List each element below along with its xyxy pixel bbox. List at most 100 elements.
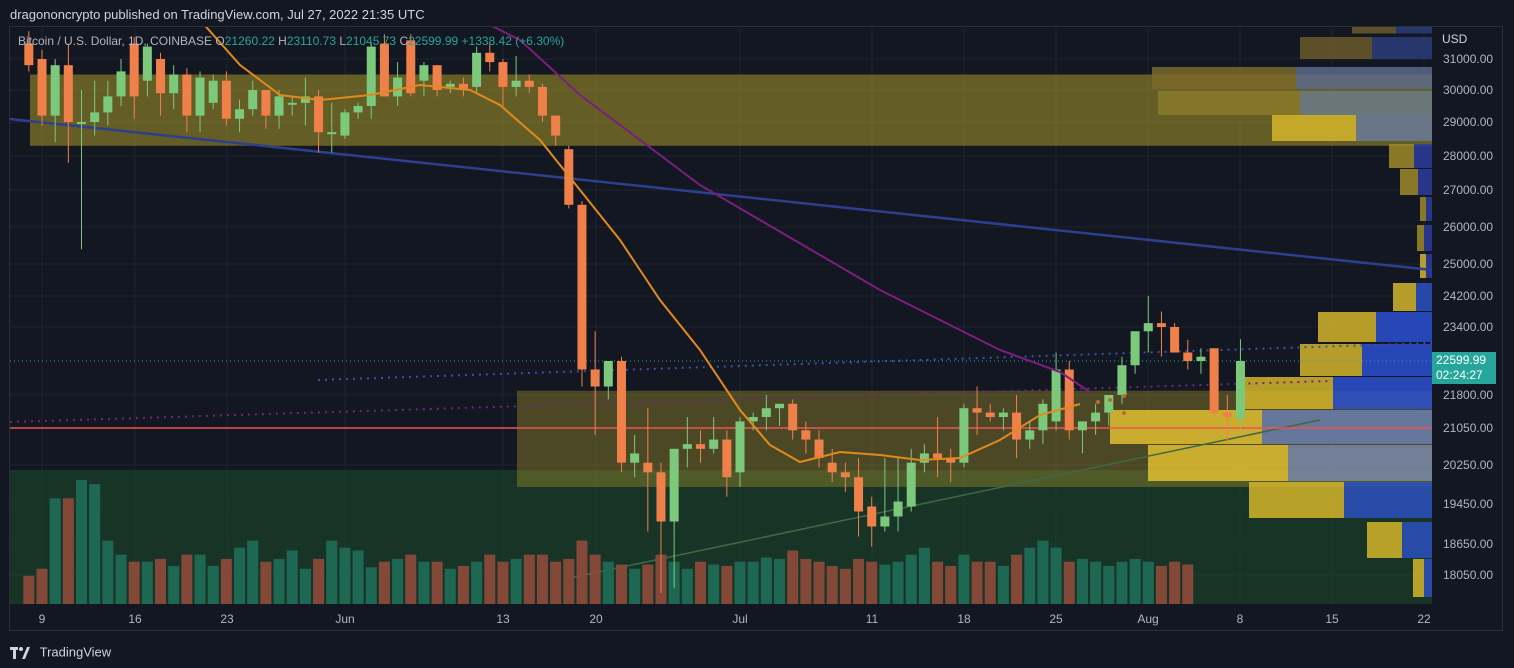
- volume-bar: [339, 547, 351, 604]
- candle-body: [1196, 356, 1206, 361]
- candle-body: [669, 448, 679, 522]
- volume-profile-bar: [1318, 312, 1376, 342]
- volume-bar: [839, 568, 851, 604]
- volume-bar: [563, 558, 575, 604]
- candle-body: [300, 96, 310, 103]
- volume-bar: [273, 558, 285, 604]
- candle-body: [340, 112, 350, 136]
- volume-bar: [168, 565, 180, 604]
- candle-body: [972, 408, 982, 413]
- x-tick-label: 11: [866, 612, 879, 626]
- volume-profile-bar: [1367, 522, 1402, 558]
- volume-profile-bar: [1272, 115, 1356, 141]
- volume-bar: [1142, 561, 1154, 604]
- volume-profile-bar: [1296, 67, 1432, 89]
- y-tick-label: 28000.00: [1443, 149, 1493, 163]
- close-value: 22599.99: [408, 34, 459, 48]
- volume-bar: [431, 561, 443, 604]
- volume-bar: [826, 565, 838, 604]
- candle-body: [129, 43, 139, 97]
- candle-body: [1077, 421, 1087, 431]
- candle-body: [748, 417, 758, 422]
- x-tick-label: 25: [1049, 612, 1063, 626]
- volume-bar: [932, 561, 944, 604]
- volume-profile-bar: [1424, 225, 1432, 251]
- ma-projection-dot: [1096, 400, 1100, 404]
- dotted-line-purple: [10, 380, 1331, 423]
- volume-bar: [945, 565, 957, 604]
- candle-body: [169, 74, 179, 94]
- trendline-green: [569, 419, 1321, 579]
- x-tick-label: 16: [128, 612, 142, 626]
- volume-bar: [721, 565, 733, 604]
- candle-body: [1091, 412, 1101, 422]
- candle-body: [353, 106, 363, 113]
- volume-profile-bar: [1333, 377, 1432, 409]
- candle-body: [50, 65, 60, 116]
- tradingview-footer[interactable]: TradingView: [10, 643, 111, 661]
- candle-body: [682, 444, 692, 449]
- candle-body: [221, 80, 231, 119]
- volume-bar: [747, 561, 759, 604]
- candle-body: [814, 439, 824, 459]
- volume-profile-bar: [1393, 283, 1416, 311]
- volume-bar: [1169, 561, 1181, 604]
- volume-bar: [892, 561, 904, 604]
- candle-body: [511, 80, 521, 87]
- volume-profile-bar: [1400, 169, 1418, 195]
- volume-bar: [536, 554, 548, 604]
- volume-bar: [155, 558, 167, 604]
- volume-profile-bar: [1356, 115, 1432, 141]
- candle-body: [998, 412, 1008, 417]
- currency-label: USD: [1442, 32, 1468, 46]
- publisher-header: dragononcrypto published on TradingView.…: [10, 7, 425, 22]
- volume-bar: [62, 498, 74, 604]
- volume-bar: [1182, 564, 1194, 604]
- x-tick-label: 15: [1325, 612, 1339, 626]
- x-tick-label: Aug: [1137, 612, 1158, 626]
- candle-body: [1064, 369, 1074, 431]
- volume-bar: [1155, 565, 1167, 604]
- last-price-badge: 22599.99 02:24:27: [1432, 352, 1496, 384]
- volume-bar: [365, 567, 377, 604]
- volume-bar: [471, 561, 483, 604]
- candle-body: [1156, 323, 1166, 327]
- candle-body: [406, 40, 416, 94]
- volume-bar: [260, 561, 272, 604]
- volume-profile-bar: [1426, 254, 1432, 278]
- volume-bar: [497, 561, 509, 604]
- volume-bar: [286, 550, 298, 604]
- volume-bar: [141, 561, 153, 604]
- volume-profile-bar: [1362, 344, 1432, 376]
- candle-body: [590, 369, 600, 387]
- x-tick-label: 18: [957, 612, 971, 626]
- moving-average-purple: [491, 27, 1091, 393]
- candle-body: [274, 96, 284, 116]
- high-value: 23110.73: [286, 34, 336, 48]
- candle-body: [933, 453, 943, 459]
- volume-bar: [866, 561, 878, 604]
- volume-profile-bar: [1249, 482, 1344, 518]
- volume-bar: [642, 564, 654, 604]
- candle-body: [893, 501, 903, 517]
- candle-body: [1183, 352, 1193, 361]
- candle-body: [775, 403, 785, 409]
- volume-bar: [326, 540, 338, 604]
- volume-profile-bar: [1402, 522, 1432, 558]
- x-tick-label: 13: [496, 612, 510, 626]
- ma-projection-dot: [1122, 394, 1126, 398]
- candle-body: [577, 204, 587, 370]
- volume-bar: [378, 561, 390, 604]
- volume-bar: [1011, 554, 1023, 604]
- candle-body: [90, 112, 100, 122]
- volume-bar: [115, 554, 127, 604]
- volume-profile-bar: [1426, 197, 1432, 221]
- volume-bar: [760, 557, 772, 604]
- candle-body: [603, 361, 613, 387]
- candle-body: [524, 80, 534, 87]
- candle-body: [182, 74, 192, 116]
- candle-body: [458, 83, 468, 90]
- ma-projection-dot: [1122, 411, 1126, 415]
- volume-profile-bar: [1300, 37, 1372, 59]
